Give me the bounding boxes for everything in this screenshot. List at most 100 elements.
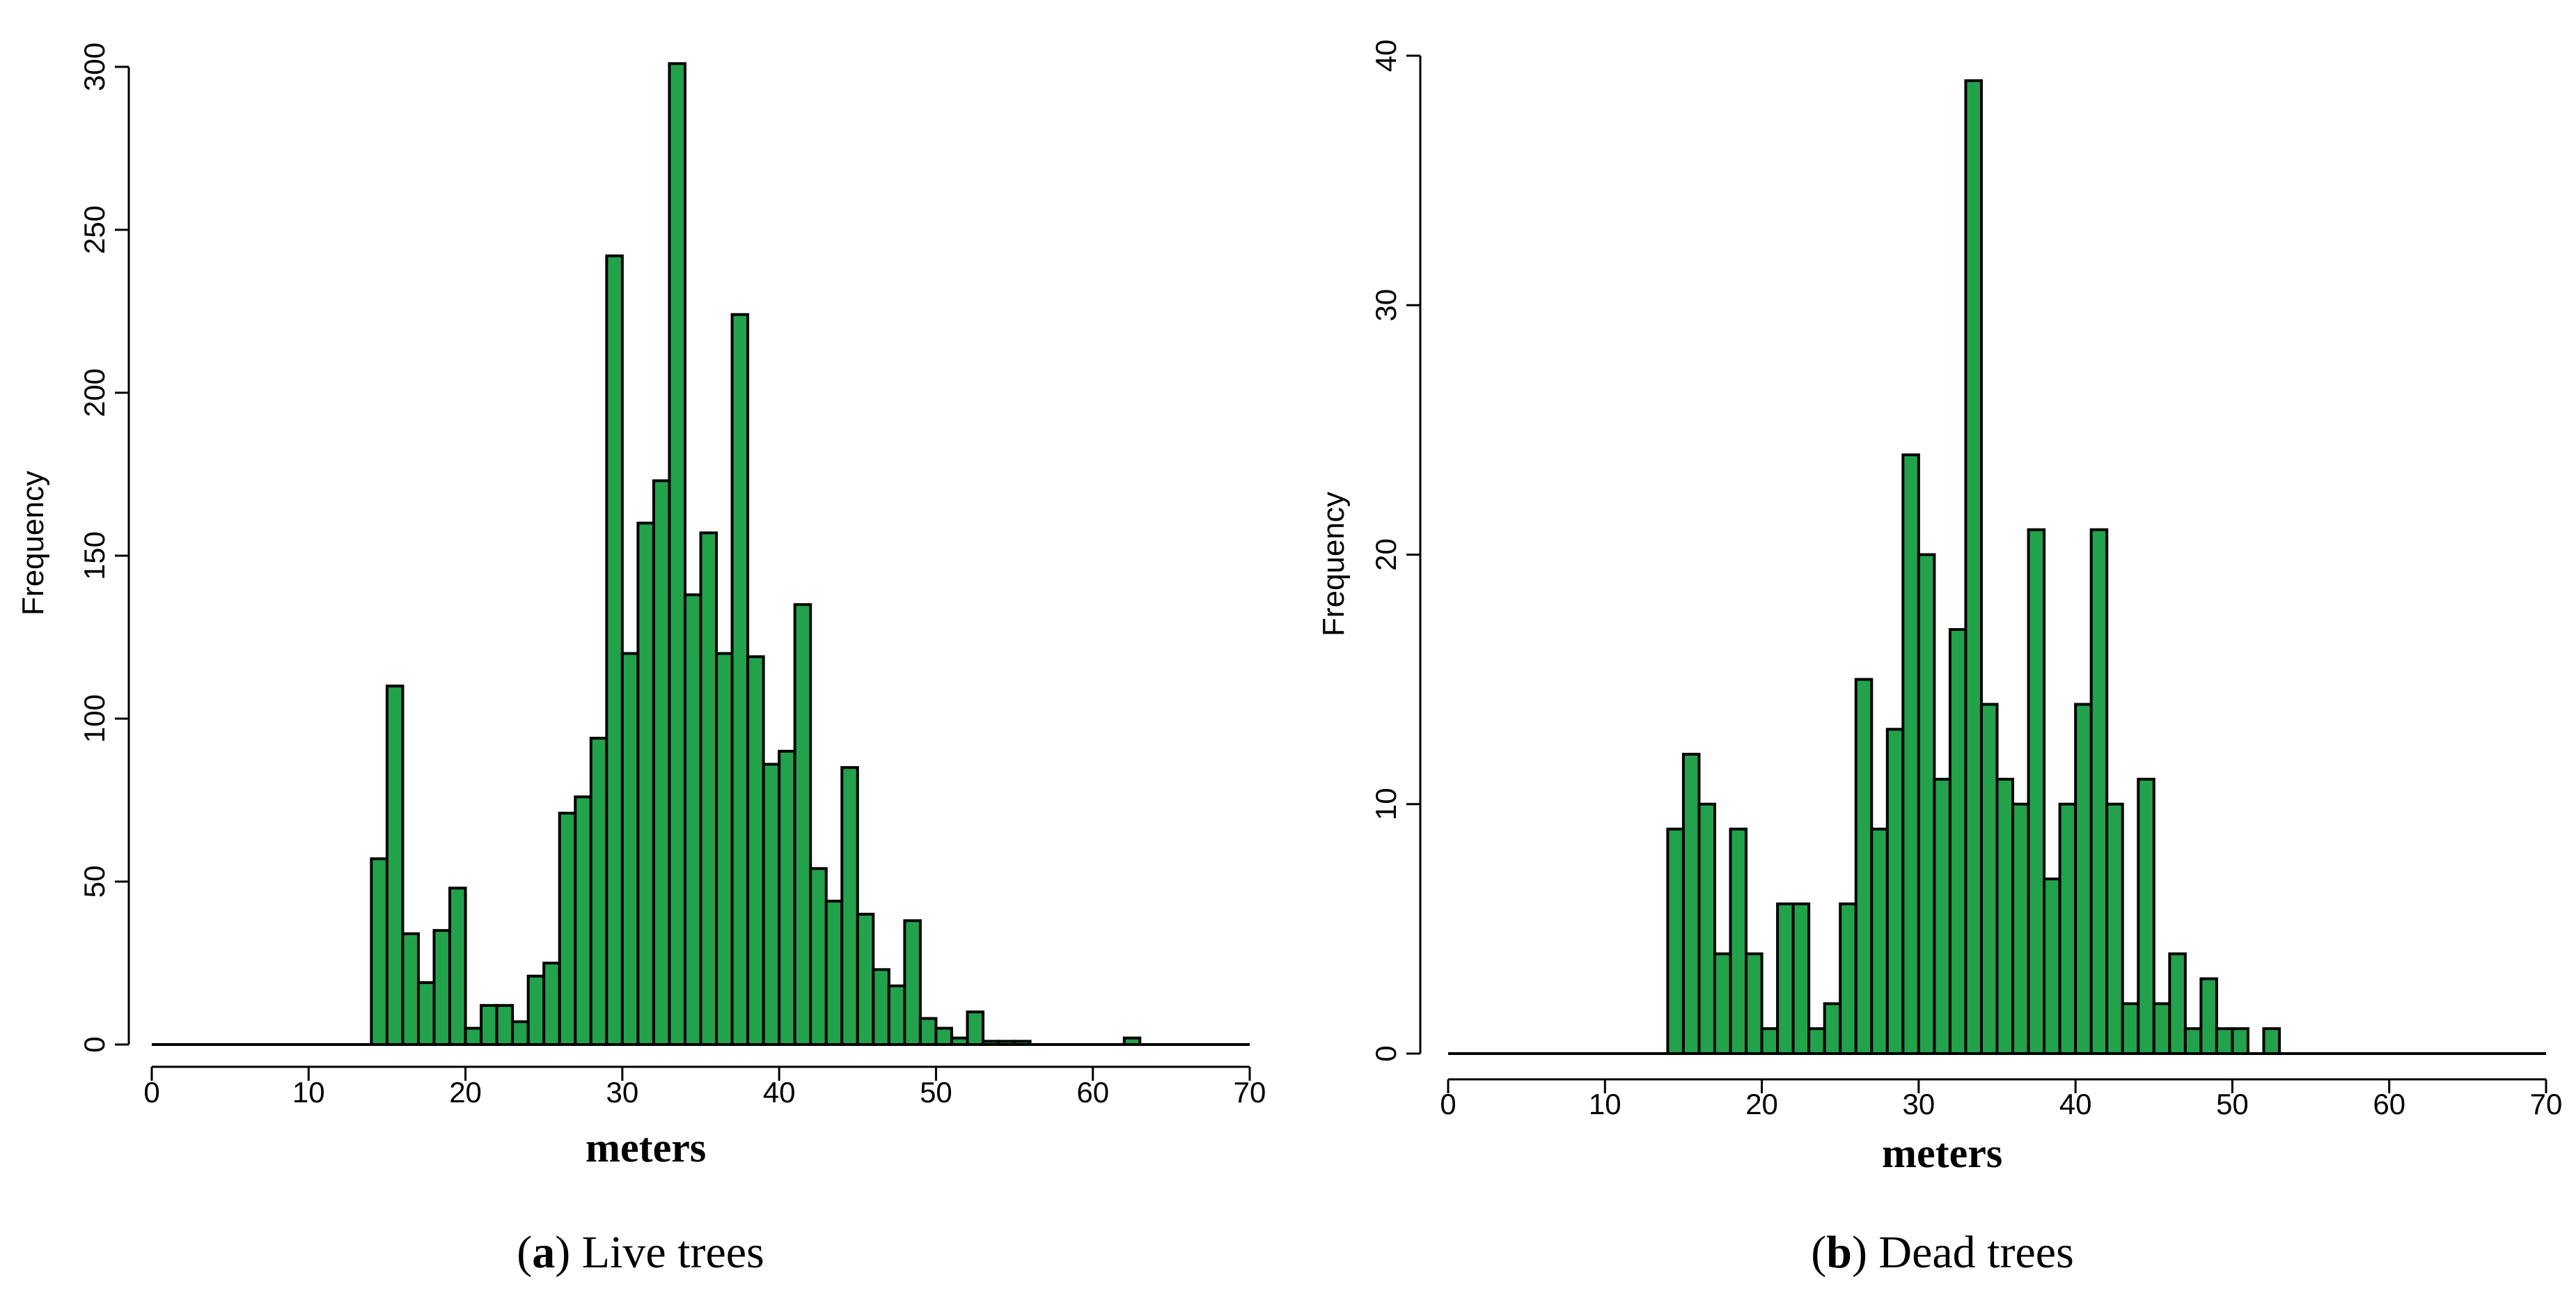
bar-29 <box>824 900 844 1046</box>
y-tick-label-100: 100 <box>78 694 111 743</box>
caption-text-live-trees: Live trees <box>582 1227 764 1278</box>
bar-26 <box>2074 703 2093 1055</box>
histogram-dead-trees: 0 10 20 30 40 50 60 70 0 10 20 30 40 Frequency meter… <box>1317 40 2562 1278</box>
bar-21 <box>1995 777 2015 1056</box>
bar-1 <box>1681 753 1701 1055</box>
bar-37 <box>950 1036 969 1047</box>
bar-33 <box>2183 1027 2203 1056</box>
bar-38 <box>966 1010 985 1046</box>
bar-28 <box>809 867 828 1047</box>
bar-14 <box>589 737 608 1046</box>
bar-9 <box>511 1020 530 1046</box>
bar-23 <box>730 313 750 1046</box>
bar-19 <box>1964 79 1983 1056</box>
x-tick-label-70: 70 <box>1234 1076 1266 1109</box>
x-tick-label-50: 50 <box>920 1076 952 1109</box>
bar-18 <box>1948 627 1968 1055</box>
y-axis-label-live-trees: Frequency <box>16 471 50 616</box>
bar-3 <box>416 981 436 1046</box>
y-tick-label-300: 300 <box>78 42 111 91</box>
x-axis-label-dead-trees: meters <box>1882 1130 2002 1176</box>
bar-2 <box>401 932 420 1046</box>
bar-26 <box>778 749 796 1047</box>
bar-5 <box>448 886 467 1046</box>
bar-12 <box>558 811 577 1046</box>
y-tick-label-50: 50 <box>78 866 111 898</box>
y-tick-label-150: 150 <box>78 531 111 580</box>
bar-36 <box>934 1026 953 1046</box>
x-tick-label-0: 0 <box>143 1076 159 1109</box>
bar-34 <box>903 919 922 1047</box>
bar-32 <box>2168 952 2187 1055</box>
y-tick-label-20: 20 <box>1369 538 1402 571</box>
x-tick-label-20: 20 <box>449 1076 482 1109</box>
bar-24 <box>746 655 765 1046</box>
bar-35 <box>2215 1027 2234 1056</box>
axes-live-trees: 0 10 20 30 40 50 60 70 0 50 100 150 200 250 300 <box>78 42 1266 1109</box>
x-tick-label-20: 20 <box>1745 1088 1778 1120</box>
y-tick-label-30: 30 <box>1369 289 1402 322</box>
bar-39 <box>982 1040 1000 1046</box>
bar-10 <box>526 974 546 1046</box>
y-tick-label-40: 40 <box>1369 40 1402 72</box>
bar-16 <box>1917 553 1936 1055</box>
bar-1 <box>385 685 405 1046</box>
bar-7 <box>480 1003 498 1046</box>
bar-17 <box>636 522 655 1046</box>
y-tick-label-0: 0 <box>78 1036 111 1052</box>
bar-15 <box>1901 453 1920 1055</box>
bar-3 <box>1713 952 1732 1055</box>
bar-42 <box>1122 1036 1142 1047</box>
bar-2 <box>1697 802 1716 1055</box>
bar-24 <box>2043 877 2061 1055</box>
bar-31 <box>2152 1002 2171 1055</box>
x-tick-label-10: 10 <box>292 1076 325 1109</box>
y-tick-label-250: 250 <box>78 205 111 254</box>
bar-20 <box>683 593 702 1046</box>
y-tick-label-10: 10 <box>1369 788 1402 820</box>
bar-14 <box>1885 728 1905 1056</box>
bar-11 <box>1839 902 1858 1056</box>
bar-41 <box>1013 1040 1032 1046</box>
bar-0 <box>370 857 388 1046</box>
bar-35 <box>918 1017 938 1047</box>
x-tick-label-70: 70 <box>2530 1088 2563 1120</box>
bar-9 <box>1807 1027 1826 1056</box>
bar-29 <box>2121 1002 2140 1055</box>
bar-27 <box>793 603 812 1046</box>
bar-19 <box>668 62 686 1047</box>
bar-10 <box>1823 1002 1842 1055</box>
y-axis-label-dead-trees: Frequency <box>1317 492 1351 636</box>
bar-33 <box>887 984 906 1047</box>
caption-letter-b: b <box>1826 1227 1852 1278</box>
bar-34 <box>2199 977 2218 1056</box>
bar-5 <box>1745 952 1764 1055</box>
bar-30 <box>840 766 859 1046</box>
bar-6 <box>1760 1027 1780 1056</box>
bar-22 <box>2011 802 2030 1055</box>
bars-dead-trees <box>1448 79 2546 1056</box>
caption-text-dead-trees: Dead trees <box>1878 1227 2073 1278</box>
bar-0 <box>1666 827 1685 1055</box>
bar-17 <box>1933 777 1951 1056</box>
bar-31 <box>856 912 875 1047</box>
caption-dead-trees: (b) Dead trees <box>1811 1227 2074 1278</box>
x-tick-label-30: 30 <box>606 1076 638 1109</box>
bar-6 <box>464 1026 483 1046</box>
bar-32 <box>872 968 890 1046</box>
x-tick-label-10: 10 <box>1589 1088 1621 1120</box>
caption-letter-a: a <box>532 1227 555 1278</box>
bar-25 <box>2058 802 2078 1055</box>
bar-22 <box>715 652 734 1046</box>
bar-21 <box>699 531 718 1046</box>
x-tick-label-60: 60 <box>1076 1076 1109 1109</box>
bar-13 <box>1870 827 1889 1055</box>
x-tick-label-30: 30 <box>1902 1088 1935 1120</box>
bar-13 <box>574 795 592 1046</box>
bar-30 <box>2137 777 2155 1056</box>
bar-25 <box>762 763 781 1047</box>
bar-27 <box>2089 528 2109 1055</box>
caption-live-trees: (a) Live trees <box>517 1227 764 1278</box>
y-tick-label-200: 200 <box>78 368 111 417</box>
